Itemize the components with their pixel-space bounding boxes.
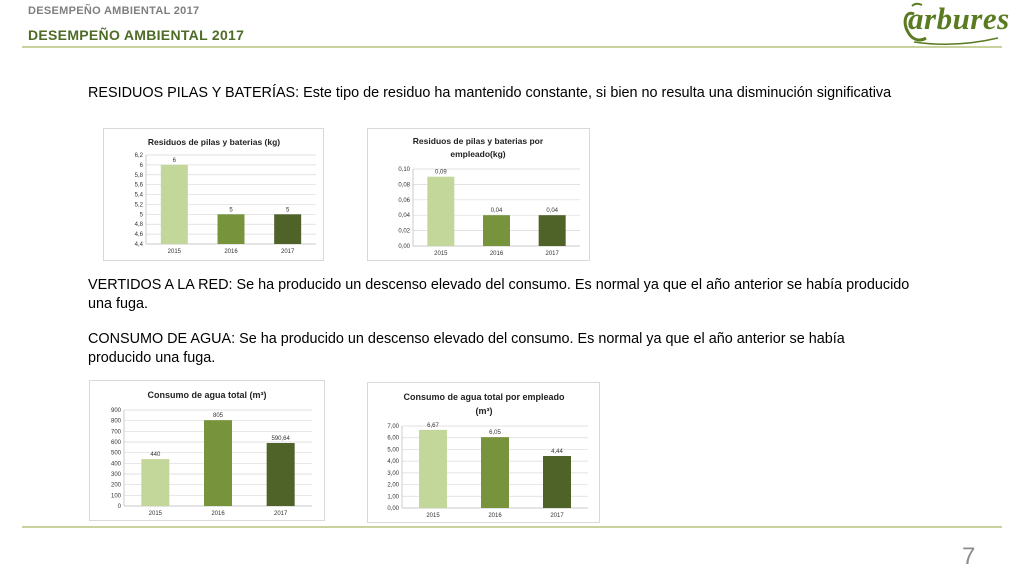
bar-2015 bbox=[141, 459, 170, 506]
bar-2017 bbox=[543, 455, 571, 508]
residuos-paragraph: RESIDUOS PILAS Y BATERÍAS: Este tipo de … bbox=[88, 85, 892, 101]
data-label: 590,64 bbox=[271, 436, 290, 442]
y-tick-label: 400 bbox=[111, 461, 122, 467]
data-label: 4,44 bbox=[551, 449, 563, 455]
data-label: 440 bbox=[150, 452, 161, 458]
x-tick-label: 2015 bbox=[434, 251, 448, 257]
chart-title: Residuos de pilas y baterias (kg) bbox=[148, 137, 280, 147]
logo-text: arbures bbox=[908, 1, 1010, 36]
page-title: DESEMPEÑO AMBIENTAL 2017 bbox=[28, 27, 245, 43]
header-small-title: DESEMPEÑO AMBIENTAL 2017 bbox=[28, 5, 200, 17]
vertidos-paragraph-line1: VERTIDOS A LA RED: Se ha producido un de… bbox=[88, 277, 910, 293]
data-label: 0,04 bbox=[491, 208, 503, 214]
chart-residuos-kg: Residuos de pilas y baterias (kg) 4,4 4,6 4… bbox=[103, 128, 324, 261]
chart-title: Consumo de agua total por empleado bbox=[403, 392, 565, 402]
y-tick-label: 5,00 bbox=[387, 447, 399, 453]
x-tick-label: 2017 bbox=[274, 511, 288, 517]
chart-consumo-agua-por-empleado-svg: Consumo de agua total por empleado (m³) 0,… bbox=[387, 392, 588, 519]
y-tick-label: 6,2 bbox=[135, 153, 144, 159]
y-tick-label: 0,02 bbox=[398, 229, 410, 235]
y-tick-label: 2,00 bbox=[387, 483, 399, 489]
data-label: 5 bbox=[286, 207, 290, 213]
y-tick-label: 0,10 bbox=[398, 167, 410, 173]
y-tick-label: 6,00 bbox=[387, 436, 399, 442]
y-tick-label: 800 bbox=[111, 419, 122, 425]
consumo-paragraph-line2: producido una fuga. bbox=[88, 350, 216, 366]
x-tick-label: 2016 bbox=[488, 513, 502, 519]
data-label: 6 bbox=[173, 158, 177, 164]
y-tick-label: 600 bbox=[111, 440, 122, 446]
y-tick-label: 5,8 bbox=[135, 173, 144, 179]
consumo-paragraph-line1: CONSUMO DE AGUA: Se ha producido un desc… bbox=[88, 331, 845, 347]
y-tick-label: 4,4 bbox=[135, 242, 144, 248]
y-tick-label: 100 bbox=[111, 493, 122, 499]
chart-residuos-por-empleado: Residuos de pilas y baterias por empleado… bbox=[367, 128, 590, 261]
y-tick-label: 500 bbox=[111, 451, 122, 457]
bar-2016 bbox=[481, 437, 509, 508]
x-tick-label: 2015 bbox=[168, 249, 182, 255]
y-tick-label: 6 bbox=[140, 163, 144, 169]
data-label: 5 bbox=[229, 207, 233, 213]
bar-2016 bbox=[204, 420, 232, 506]
chart-consumo-agua-svg: Consumo de agua total (m³) 0 100 200 300 400 5… bbox=[111, 390, 312, 517]
bar-2016 bbox=[483, 215, 510, 246]
x-tick-label: 2015 bbox=[426, 513, 440, 519]
chart-consumo-agua-por-empleado: Consumo de agua total por empleado (m³) 0,… bbox=[367, 382, 600, 523]
y-tick-label: 0,04 bbox=[398, 213, 410, 219]
page-number: 7 bbox=[962, 543, 976, 570]
header-divider bbox=[22, 46, 1002, 48]
y-tick-label: 1,00 bbox=[387, 494, 399, 500]
x-tick-label: 2017 bbox=[550, 513, 564, 519]
bar-2017 bbox=[274, 214, 302, 244]
footer-divider bbox=[22, 526, 1002, 528]
y-tick-label: 0,08 bbox=[398, 182, 410, 188]
chart-title: empleado(kg) bbox=[450, 149, 505, 159]
chart-title: (m³) bbox=[476, 406, 493, 416]
x-tick-label: 2017 bbox=[281, 249, 295, 255]
y-tick-label: 5,2 bbox=[135, 202, 144, 208]
y-tick-label: 0,00 bbox=[398, 244, 410, 250]
chart-title: Residuos de pilas y baterias por bbox=[413, 136, 544, 146]
data-label: 0,09 bbox=[435, 170, 447, 176]
y-tick-label: 0,06 bbox=[398, 198, 410, 204]
y-tick-label: 4,00 bbox=[387, 459, 399, 465]
y-tick-label: 4,6 bbox=[135, 232, 144, 238]
bar-2015 bbox=[160, 164, 188, 244]
bar-2017 bbox=[538, 215, 566, 246]
data-label: 6,05 bbox=[489, 430, 501, 436]
y-tick-label: 5,4 bbox=[135, 193, 144, 199]
vertidos-paragraph-line2: una fuga. bbox=[88, 296, 149, 312]
y-tick-label: 300 bbox=[111, 472, 122, 478]
y-tick-label: 4,8 bbox=[135, 222, 144, 228]
data-label: 0,04 bbox=[546, 208, 558, 214]
y-tick-label: 5,6 bbox=[135, 183, 144, 189]
chart-residuos-por-empleado-svg: Residuos de pilas y baterias por empleado… bbox=[398, 136, 580, 257]
y-tick-label: 5 bbox=[140, 212, 144, 218]
y-tick-label: 700 bbox=[111, 429, 122, 435]
chart-title: Consumo de agua total (m³) bbox=[148, 390, 267, 400]
x-tick-label: 2016 bbox=[224, 249, 238, 255]
y-tick-label: 3,00 bbox=[387, 471, 399, 477]
logo-swoosh-icon bbox=[903, 2, 999, 46]
data-label: 805 bbox=[213, 413, 224, 419]
x-tick-label: 2017 bbox=[545, 251, 559, 257]
x-tick-label: 2016 bbox=[490, 251, 504, 257]
y-tick-label: 900 bbox=[111, 408, 122, 414]
bar-2016 bbox=[217, 214, 245, 244]
y-tick-label: 7,00 bbox=[387, 424, 399, 430]
bar-2015 bbox=[427, 176, 455, 246]
x-tick-label: 2016 bbox=[211, 511, 225, 517]
y-tick-label: 0 bbox=[118, 504, 122, 510]
chart-consumo-agua: Consumo de agua total (m³) 0 100 200 300 400 5… bbox=[89, 380, 325, 521]
bar-2015 bbox=[419, 429, 447, 508]
company-logo: arbures bbox=[900, 1, 1009, 46]
y-tick-label: 0,00 bbox=[387, 506, 399, 512]
data-label: 6,67 bbox=[427, 423, 439, 429]
x-tick-label: 2015 bbox=[149, 511, 163, 517]
y-tick-label: 200 bbox=[111, 483, 122, 489]
chart-residuos-kg-svg: Residuos de pilas y baterias (kg) 4,4 4,6 4… bbox=[135, 137, 316, 255]
bar-2017 bbox=[266, 442, 295, 506]
